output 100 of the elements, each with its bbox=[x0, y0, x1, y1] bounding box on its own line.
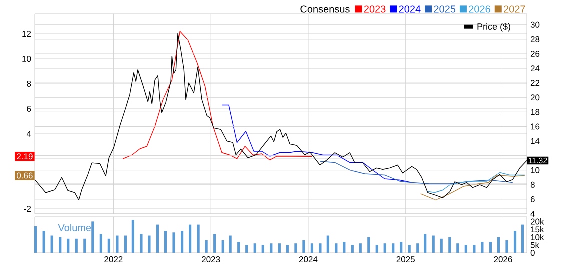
bar bbox=[359, 244, 362, 253]
bar bbox=[448, 237, 452, 253]
bar bbox=[229, 236, 232, 253]
bar bbox=[156, 224, 160, 253]
x-tick-label: 2025 bbox=[396, 256, 415, 263]
bar bbox=[262, 245, 264, 253]
bar bbox=[148, 236, 151, 253]
bar bbox=[424, 234, 427, 253]
bar bbox=[164, 231, 168, 253]
bar bbox=[310, 244, 314, 253]
bar bbox=[254, 244, 256, 253]
bar bbox=[172, 232, 176, 253]
legend-label: Price ($) bbox=[478, 23, 510, 32]
bar bbox=[246, 245, 248, 253]
legend-label: 2026 bbox=[469, 6, 490, 13]
bar bbox=[294, 244, 298, 253]
y-tick-label: 6 bbox=[27, 106, 32, 112]
bar bbox=[416, 244, 420, 253]
line-series bbox=[320, 161, 514, 184]
bar bbox=[238, 242, 240, 253]
y-tick-label: 12 bbox=[22, 31, 32, 37]
bar bbox=[75, 238, 78, 253]
annotation: 2.19 bbox=[17, 154, 33, 160]
y-tick-label: 10 bbox=[22, 56, 32, 62]
x-tick-label: 2022 bbox=[104, 256, 123, 263]
y-tick-label: -2 bbox=[24, 206, 32, 212]
y-tick-label: 20k bbox=[530, 218, 544, 225]
bar bbox=[481, 242, 484, 253]
bar bbox=[197, 224, 200, 253]
y2-tick-label: 16 bbox=[531, 124, 540, 130]
bar bbox=[392, 244, 395, 253]
legend-title: Consensus bbox=[300, 6, 350, 13]
y2-tick-label: 24 bbox=[530, 66, 540, 72]
y2-tick-label: 22 bbox=[530, 80, 540, 86]
y2-tick-label: 20 bbox=[530, 94, 540, 101]
y-tick-label: 5k bbox=[530, 242, 540, 248]
bar bbox=[456, 244, 460, 253]
bar bbox=[286, 245, 289, 253]
x-tick-label: 2024 bbox=[299, 256, 318, 263]
bar bbox=[100, 234, 102, 253]
bar bbox=[473, 245, 476, 253]
bar bbox=[34, 226, 38, 253]
bar bbox=[59, 237, 62, 253]
line-series bbox=[122, 31, 313, 161]
legend-label: 2027 bbox=[504, 6, 526, 13]
bar bbox=[67, 238, 70, 253]
bar bbox=[440, 238, 443, 253]
legend-label: 2024 bbox=[399, 6, 421, 13]
bar bbox=[124, 236, 128, 253]
y-tick-label: 4 bbox=[26, 131, 32, 137]
x-tick-label: 2026 bbox=[494, 256, 512, 263]
bar bbox=[205, 240, 208, 253]
bar bbox=[326, 236, 330, 253]
bar bbox=[343, 242, 346, 253]
bar bbox=[432, 236, 435, 253]
bar bbox=[335, 244, 338, 253]
bar bbox=[408, 245, 411, 253]
bar bbox=[376, 245, 378, 253]
bar bbox=[400, 242, 403, 253]
bar bbox=[302, 240, 306, 253]
bar bbox=[116, 236, 119, 253]
bar bbox=[180, 231, 184, 253]
line-series bbox=[222, 104, 412, 184]
bar bbox=[214, 234, 216, 253]
text: Volume bbox=[58, 224, 92, 232]
bar bbox=[489, 242, 492, 253]
line-series bbox=[420, 174, 526, 201]
bar bbox=[92, 222, 94, 253]
y2-tick-label: 30 bbox=[530, 22, 540, 28]
x-tick-label: 2023 bbox=[202, 256, 220, 263]
bar bbox=[351, 245, 354, 253]
bar bbox=[319, 244, 322, 253]
annotation: 0.66 bbox=[17, 172, 33, 179]
bar bbox=[84, 238, 86, 253]
bar bbox=[506, 240, 508, 253]
bar bbox=[384, 244, 386, 253]
y2-tick-label: 28 bbox=[530, 36, 540, 42]
bar bbox=[514, 231, 517, 253]
bar bbox=[42, 231, 46, 253]
y-tick-label: 0 bbox=[530, 250, 535, 256]
y-tick-label: 10k bbox=[531, 234, 544, 240]
data-label: 11.32 bbox=[528, 158, 548, 164]
bar bbox=[222, 240, 224, 253]
bar bbox=[278, 244, 281, 253]
bar bbox=[497, 237, 500, 253]
bar bbox=[50, 236, 54, 253]
line-series bbox=[426, 172, 526, 194]
y-tick-label: 15k bbox=[531, 226, 544, 233]
legend-label: 2025 bbox=[434, 6, 456, 13]
y2-tick-label: 18 bbox=[531, 109, 540, 116]
y2-tick-label: 14 bbox=[531, 138, 540, 144]
bar bbox=[368, 237, 370, 253]
y2-tick-label: 26 bbox=[530, 50, 540, 57]
bar bbox=[188, 224, 192, 253]
bar bbox=[140, 234, 143, 253]
bar bbox=[464, 245, 468, 253]
y-tick-label: 8 bbox=[27, 80, 32, 87]
bar bbox=[521, 224, 524, 253]
bar bbox=[270, 244, 273, 253]
legend-label: 2023 bbox=[364, 6, 386, 13]
